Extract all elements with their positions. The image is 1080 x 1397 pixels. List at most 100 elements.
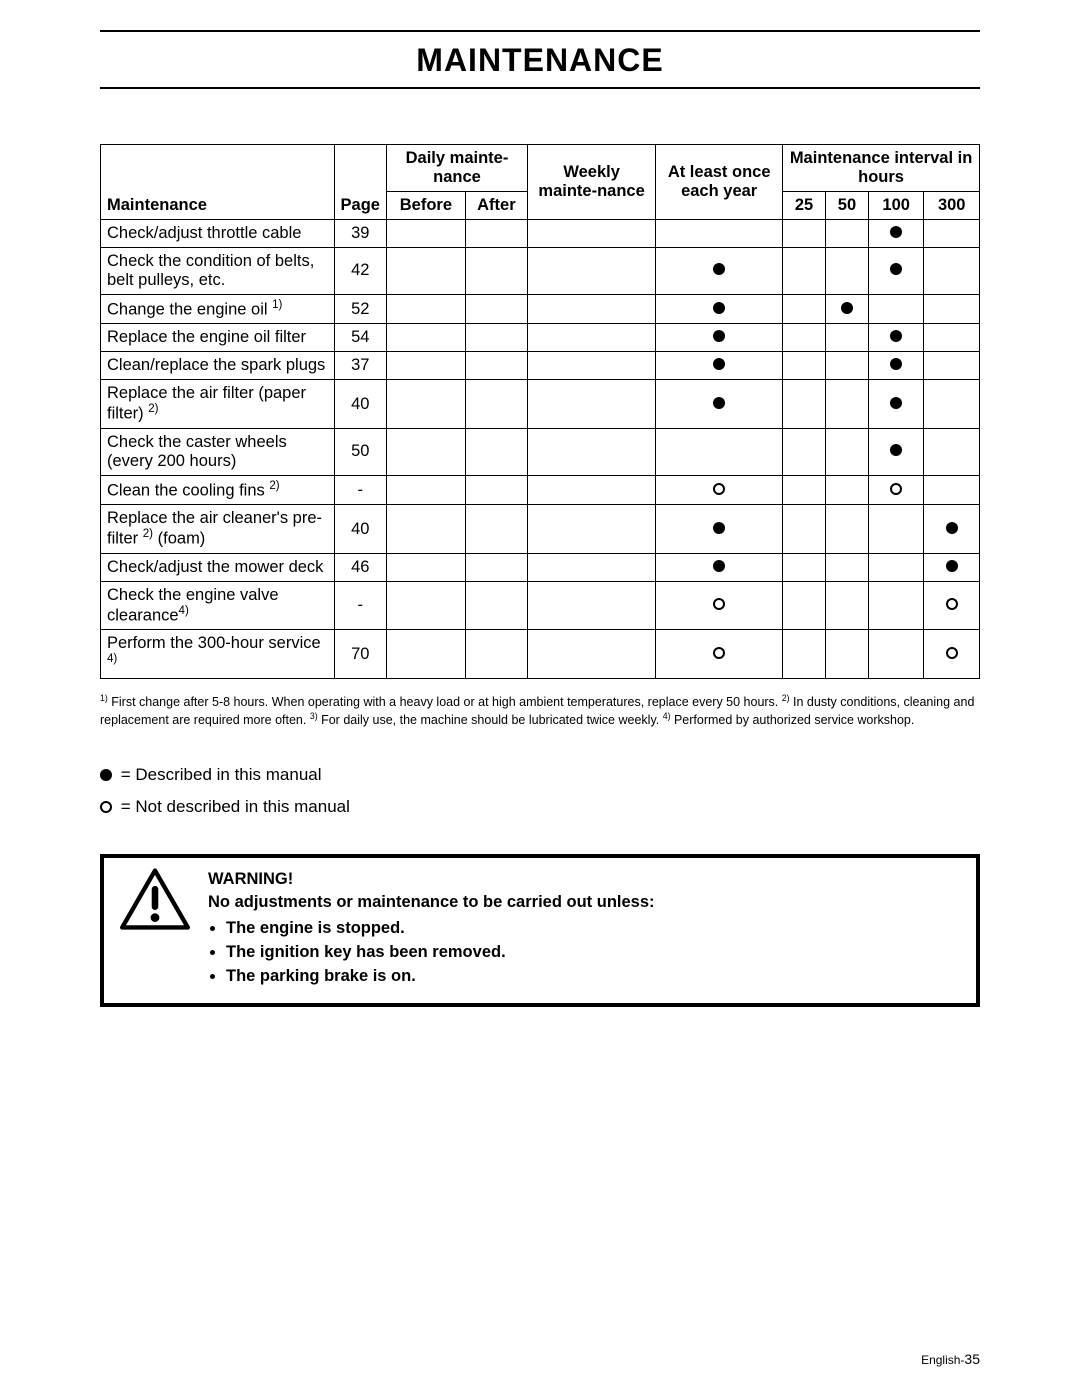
filled-dot-icon [713,330,725,342]
warning-box: WARNING! No adjustments or maintenance t… [100,854,980,1008]
open-dot-icon [713,598,725,610]
legend-filled: = Described in this manual [100,759,980,791]
cell-task: Replace the air filter (paper filter) 2) [101,380,335,429]
cell-100 [868,581,923,630]
cell-50 [826,630,869,679]
open-dot-icon [946,647,958,659]
cell-300 [924,581,980,630]
legend-open-text: = Not described in this manual [116,797,350,816]
cell-before [386,475,465,505]
cell-100 [868,630,923,679]
cell-50 [826,352,869,380]
fn1: First change after 5-8 hours. When opera… [108,695,782,709]
legend: = Described in this manual = Not describ… [100,759,980,824]
footnotes: 1) First change after 5-8 hours. When op… [100,693,980,729]
warning-item: The parking brake is on. [226,965,960,989]
col-after: After [465,191,527,219]
cell-100 [868,352,923,380]
cell-after [465,294,527,324]
cell-50 [826,294,869,324]
cell-300 [924,352,980,380]
cell-yearly [656,219,783,247]
cell-25 [783,630,826,679]
warning-intro: No adjustments or maintenance to be carr… [208,891,960,915]
cell-100 [868,553,923,581]
cell-before [386,380,465,429]
cell-page: - [334,581,386,630]
cell-25 [783,581,826,630]
cell-task: Clean the cooling fins 2) [101,475,335,505]
cell-after [465,630,527,679]
cell-after [465,380,527,429]
cell-before [386,630,465,679]
filled-dot-icon [713,560,725,572]
cell-before [386,219,465,247]
col-before: Before [386,191,465,219]
filled-dot-icon [890,397,902,409]
cell-50 [826,505,869,554]
fn4: Performed by authorized service workshop… [671,713,915,727]
table-row: Replace the air filter (paper filter) 2)… [101,380,980,429]
table-row: Perform the 300-hour service 4)70 [101,630,980,679]
cell-page: 70 [334,630,386,679]
warning-heading: WARNING! [208,868,960,892]
table-row: Clean the cooling fins 2)- [101,475,980,505]
col-daily: Daily mainte-nance [386,145,527,192]
cell-before [386,553,465,581]
table-row: Check/adjust the mower deck46 [101,553,980,581]
cell-after [465,553,527,581]
cell-50 [826,581,869,630]
cell-after [465,352,527,380]
cell-after [465,219,527,247]
cell-page: 54 [334,324,386,352]
table-row: Change the engine oil 1)52 [101,294,980,324]
col-yearly: At least once each year [656,145,783,220]
col-50: 50 [826,191,869,219]
page-title: MAINTENANCE [100,42,980,79]
page: MAINTENANCE Maintenance Page Daily maint… [0,0,1080,1397]
cell-task: Replace the air cleaner's pre-filter 2) … [101,505,335,554]
filled-dot-icon [100,769,112,781]
cell-50 [826,553,869,581]
cell-300 [924,219,980,247]
page-lang: English- [921,1353,964,1367]
cell-after [465,428,527,475]
cell-task: Change the engine oil 1) [101,294,335,324]
cell-25 [783,428,826,475]
filled-dot-icon [713,263,725,275]
cell-page: 40 [334,505,386,554]
cell-50 [826,219,869,247]
cell-25 [783,219,826,247]
cell-100 [868,294,923,324]
cell-yearly [656,380,783,429]
filled-dot-icon [946,522,958,534]
cell-page: 52 [334,294,386,324]
cell-50 [826,324,869,352]
col-100: 100 [868,191,923,219]
filled-dot-icon [890,226,902,238]
table-row: Replace the engine oil filter54 [101,324,980,352]
filled-dot-icon [841,302,853,314]
cell-50 [826,247,869,294]
cell-before [386,352,465,380]
cell-after [465,324,527,352]
maintenance-table: Maintenance Page Daily mainte-nance Week… [100,144,980,679]
cell-after [465,247,527,294]
cell-before [386,294,465,324]
warning-icon [120,868,190,935]
page-num-value: 35 [964,1351,980,1367]
open-dot-icon [713,483,725,495]
cell-100 [868,505,923,554]
cell-before [386,247,465,294]
cell-25 [783,352,826,380]
bottom-rule [100,87,980,89]
cell-yearly [656,581,783,630]
cell-page: 50 [334,428,386,475]
table-row: Check/adjust throttle cable39 [101,219,980,247]
cell-yearly [656,553,783,581]
cell-yearly [656,475,783,505]
cell-weekly [527,247,655,294]
col-maintenance: Maintenance [101,145,335,220]
top-rule [100,30,980,32]
cell-25 [783,505,826,554]
